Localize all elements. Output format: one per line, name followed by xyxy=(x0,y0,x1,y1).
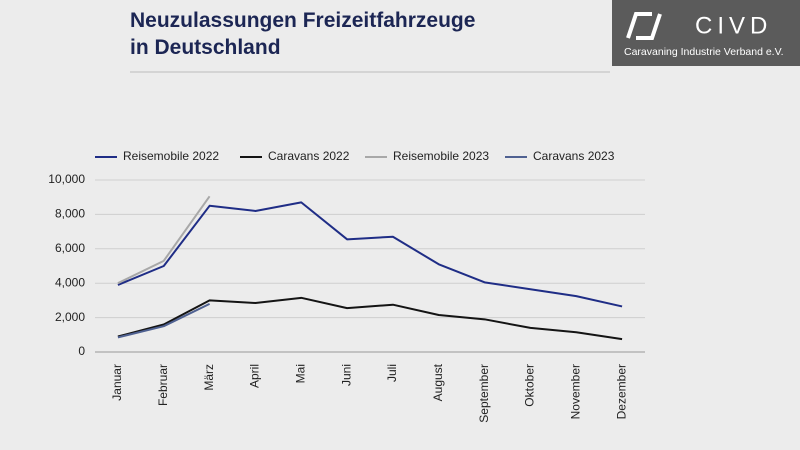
x-tick-label: März xyxy=(202,364,216,391)
x-tick-label: Januar xyxy=(110,364,124,401)
series-line xyxy=(117,201,623,308)
x-tick-label: September xyxy=(477,364,491,423)
logo-box xyxy=(612,0,800,66)
x-tick-label: August xyxy=(431,363,445,401)
x-tick-label: Februar xyxy=(156,364,170,406)
x-tick-label: Oktober xyxy=(523,364,537,407)
series-line xyxy=(117,302,211,339)
x-tick-label: Juni xyxy=(339,364,353,386)
logo-name: CIVD xyxy=(695,12,772,39)
logo-icon xyxy=(626,12,662,40)
legend-label: Reisemobile 2022 xyxy=(123,149,219,163)
x-tick-label: Dezember xyxy=(614,364,628,419)
legend-label: Reisemobile 2023 xyxy=(393,149,489,163)
legend-label: Caravans 2023 xyxy=(533,149,615,163)
logo: CIVD Caravaning Industrie Verband e.V. xyxy=(612,0,800,66)
chart-subtitle: in Deutschland xyxy=(130,36,281,59)
y-tick-label: 4,000 xyxy=(55,275,85,289)
y-tick-label: 0 xyxy=(78,344,85,358)
chart-title: Neuzulassungen Freizeitfahrzeuge xyxy=(130,9,475,32)
y-tick-label: 8,000 xyxy=(55,207,85,221)
y-tick-label: 2,000 xyxy=(55,310,85,324)
y-tick-label: 6,000 xyxy=(55,241,85,255)
series-line xyxy=(117,195,211,285)
logo-subtitle: Caravaning Industrie Verband e.V. xyxy=(624,46,784,58)
series-line xyxy=(117,296,623,341)
x-tick-label: November xyxy=(568,364,582,419)
x-tick-label: Mai xyxy=(293,364,307,383)
y-tick-label: 10,000 xyxy=(48,172,85,186)
legend-label: Caravans 2022 xyxy=(268,149,350,163)
x-tick-label: Juli xyxy=(385,364,399,382)
x-tick-label: April xyxy=(248,364,262,388)
